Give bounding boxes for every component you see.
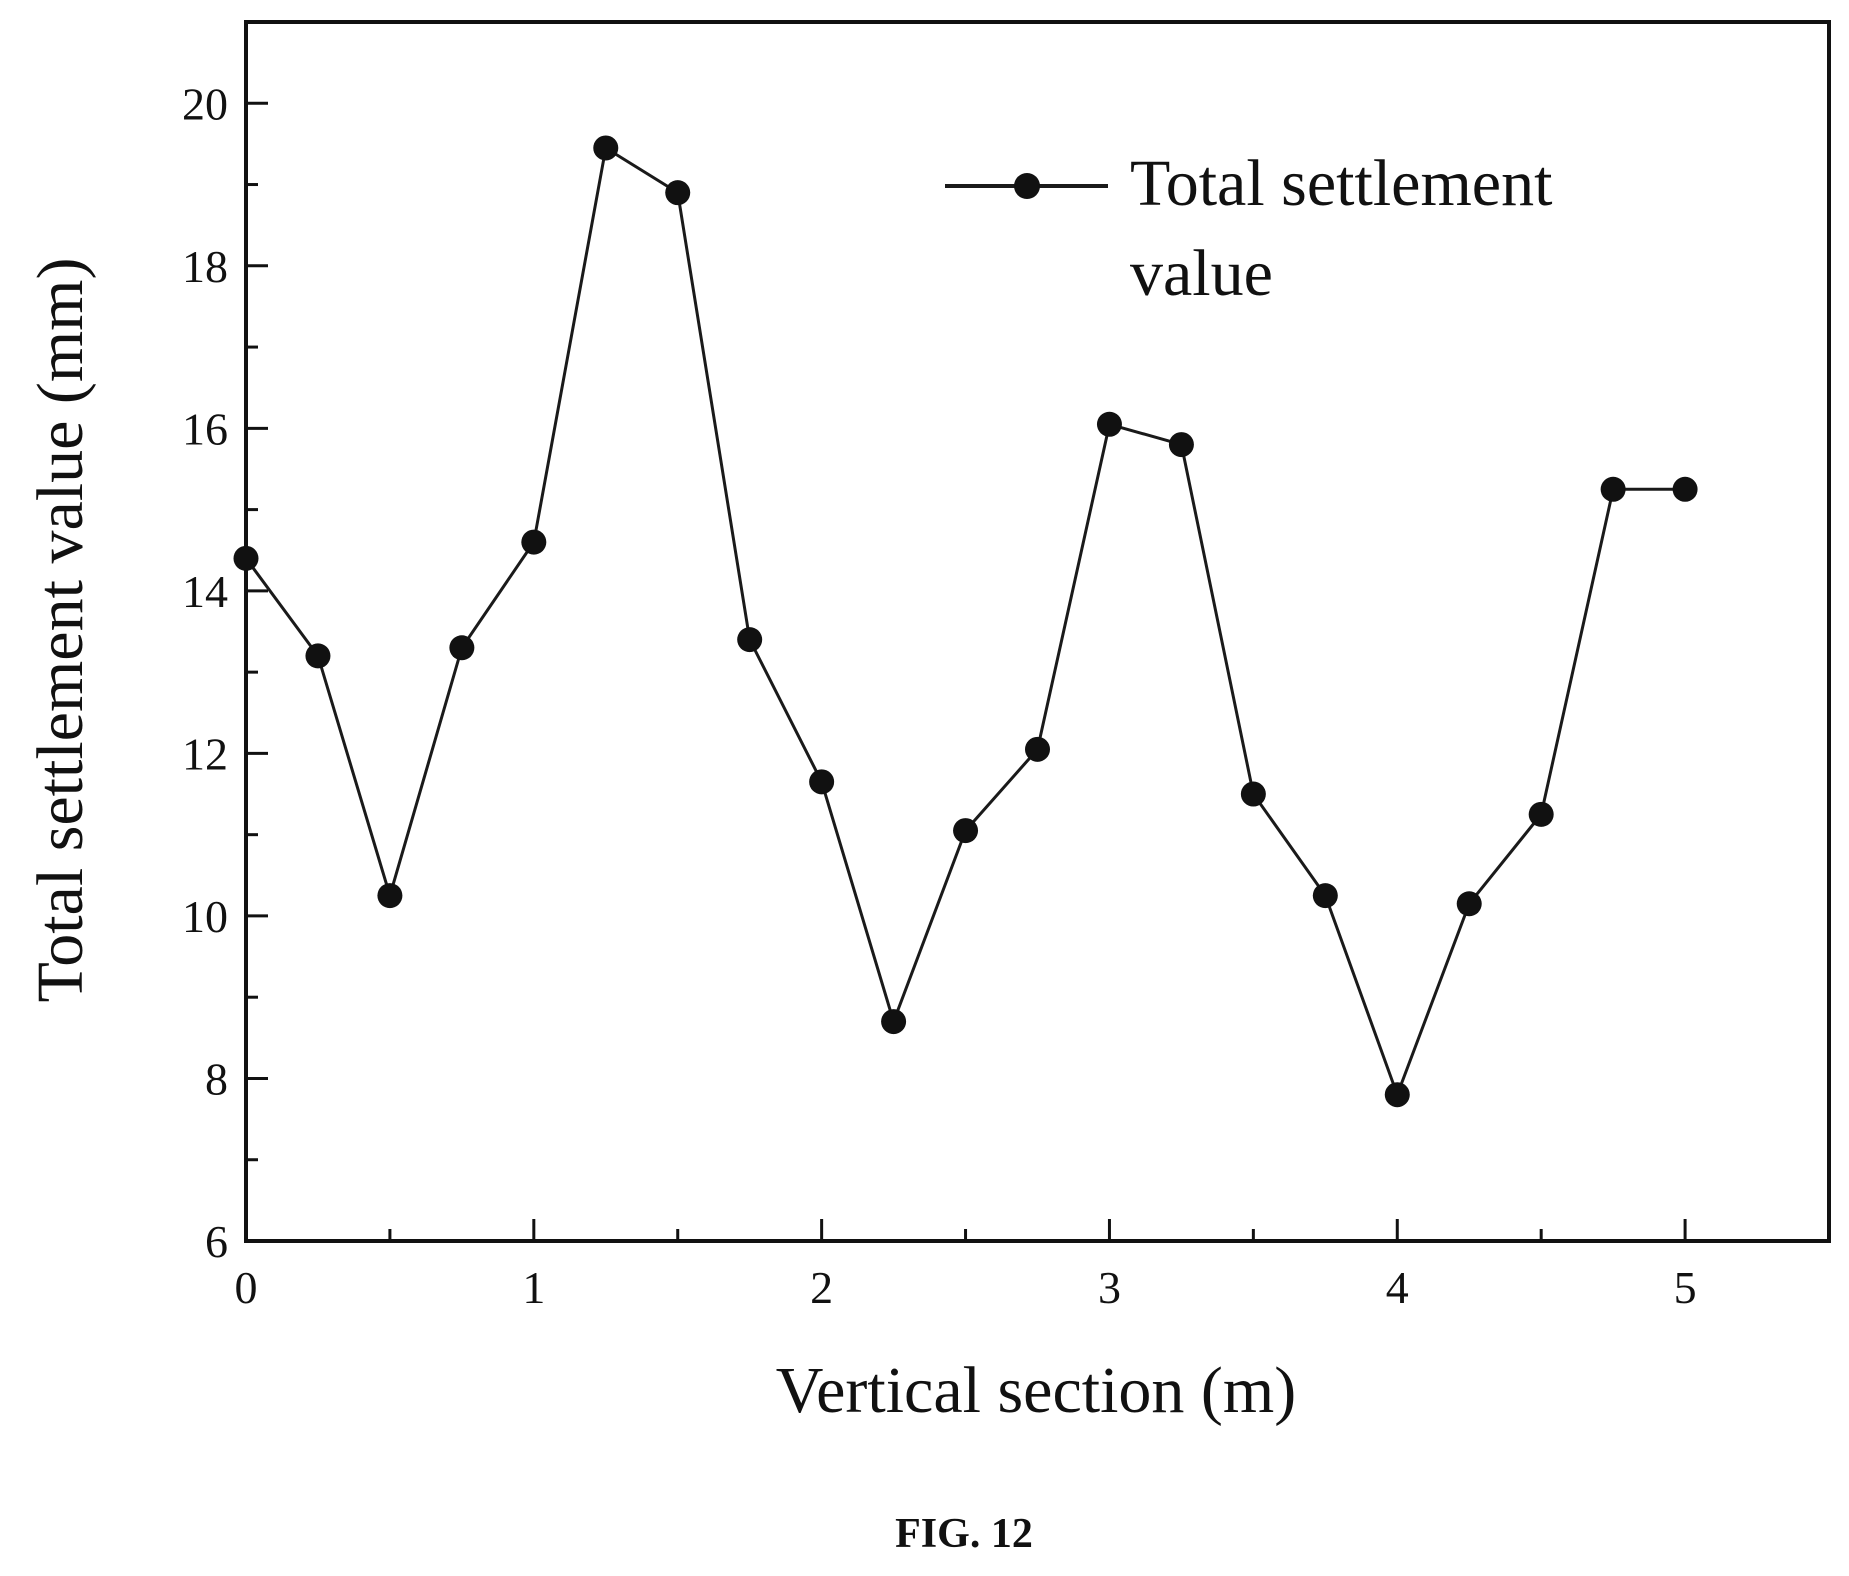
data-point (953, 818, 979, 844)
y-tick-label: 18 (182, 241, 228, 292)
series-polyline (244, 146, 1686, 1097)
data-point (1672, 476, 1698, 502)
legend-label-line-1: Total settlement (1130, 147, 1552, 220)
y-tick-label: 6 (205, 1216, 228, 1267)
data-point (305, 643, 331, 669)
figure-caption: FIG. 12 (895, 1511, 1033, 1557)
data-point (665, 180, 691, 206)
data-point (1528, 801, 1554, 827)
data-point (809, 769, 835, 795)
series-markers (233, 135, 1698, 1108)
legend-label-line-2: value (1130, 237, 1273, 310)
data-point (881, 1009, 907, 1035)
y-tick-label: 10 (182, 891, 228, 942)
data-point (1384, 1082, 1410, 1108)
y-tick-label: 20 (182, 78, 228, 129)
x-tick-label: 0 (235, 1262, 258, 1313)
data-point (1240, 781, 1266, 807)
data-point (1025, 736, 1050, 762)
x-tick-label: 1 (522, 1262, 545, 1313)
y-tick-label: 12 (182, 728, 228, 779)
data-point (233, 545, 259, 571)
data-point (1456, 891, 1482, 917)
data-point (521, 529, 547, 555)
data-point (1600, 476, 1626, 502)
y-axis-title: Total settlement value (mm) (24, 258, 97, 1003)
legend: Total settlement value (945, 147, 1552, 310)
y-tick-label: 8 (205, 1053, 228, 1104)
y-tick-label: 14 (182, 566, 228, 617)
data-point (1096, 411, 1122, 437)
data-point (1312, 883, 1338, 909)
data-point (1168, 432, 1194, 458)
y-tick-label: 16 (182, 403, 228, 454)
plot-frame (244, 20, 1831, 1243)
data-point (737, 627, 763, 653)
legend-marker-swatch (1014, 173, 1040, 199)
x-tick-label: 5 (1674, 1262, 1697, 1313)
series-line (244, 146, 1686, 1097)
data-point (449, 635, 475, 661)
x-tick-label: 3 (1098, 1262, 1121, 1313)
x-tick-label: 2 (810, 1262, 833, 1313)
data-point (593, 135, 619, 161)
x-axis-title: Vertical section (m) (776, 1354, 1296, 1427)
data-point (377, 883, 403, 909)
x-tick-label: 4 (1386, 1262, 1409, 1313)
